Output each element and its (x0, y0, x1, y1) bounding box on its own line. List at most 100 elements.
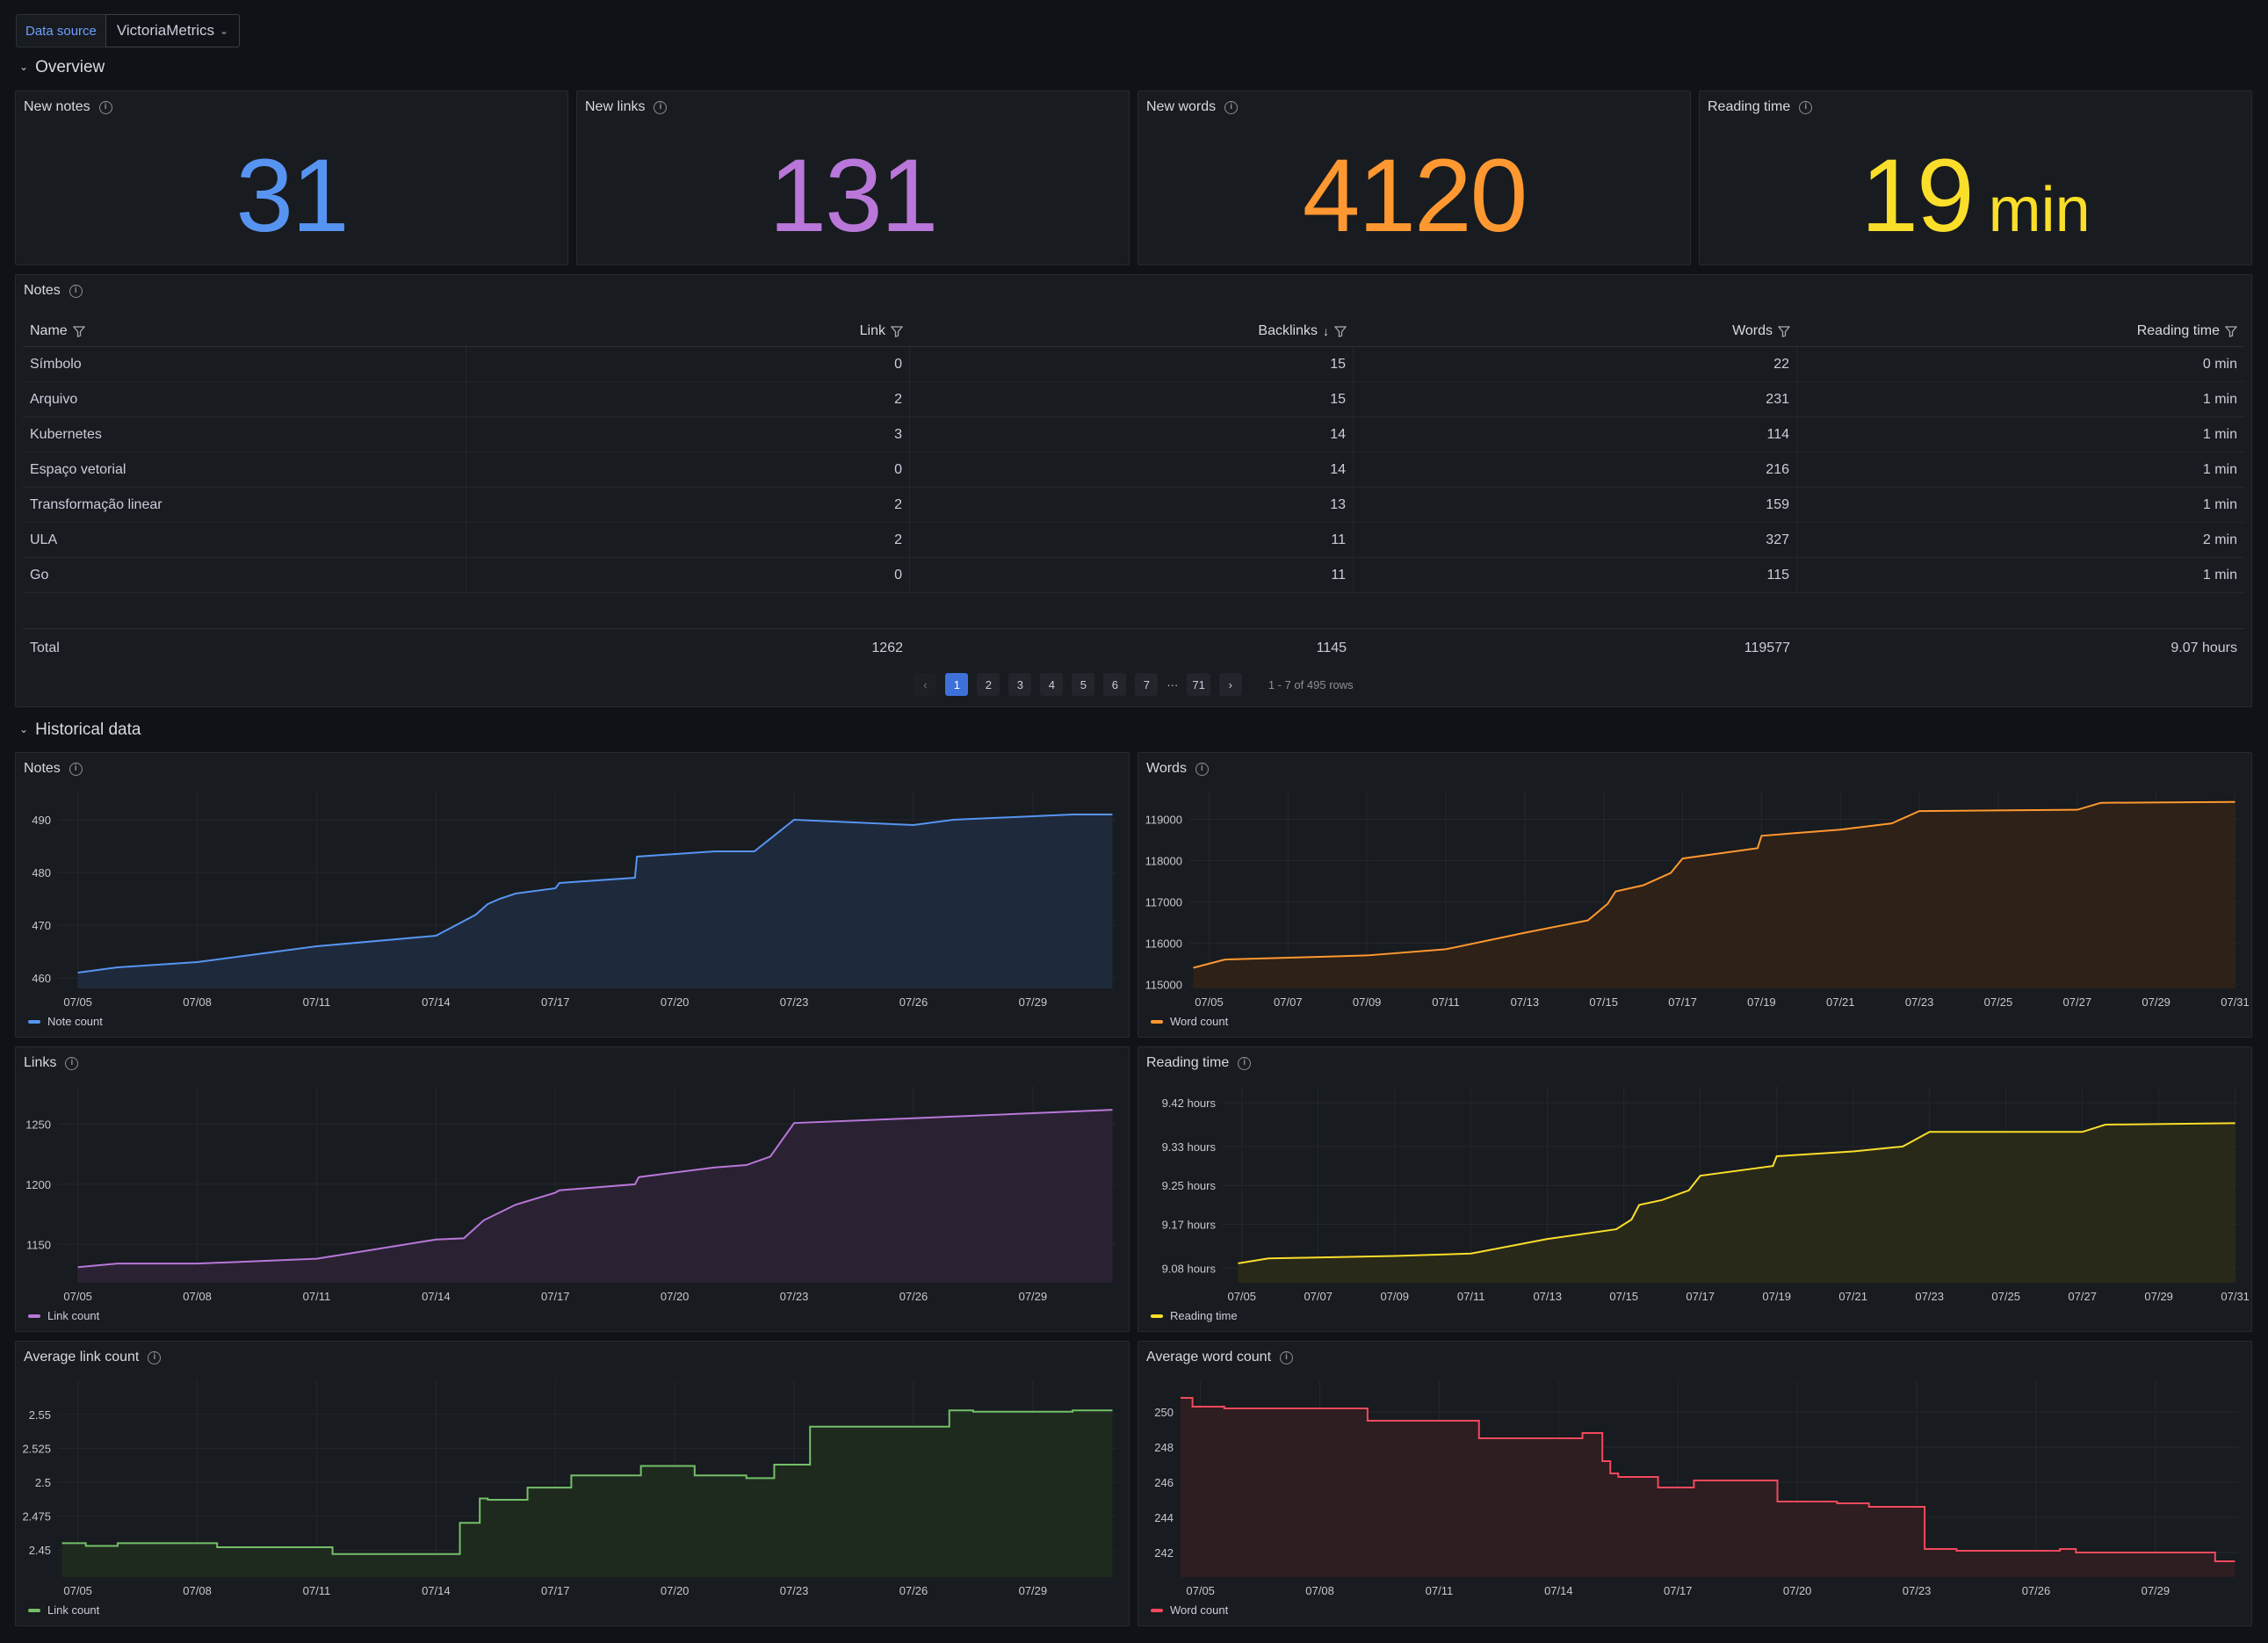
panel-title: Reading time (1708, 99, 1791, 114)
table-row: ULA 2 11 327 2 min (23, 523, 2244, 558)
row-historical[interactable]: ⌄ Historical data (19, 720, 141, 740)
page-button-7[interactable]: 7 (1135, 673, 1159, 696)
info-icon[interactable]: i (98, 100, 112, 114)
cell-words: 231 (1354, 382, 1797, 416)
column-header-reading-time[interactable]: Reading time (1797, 315, 2244, 346)
x-tick-label: 07/29 (2142, 1584, 2170, 1597)
info-icon[interactable]: i (1238, 1056, 1252, 1070)
stat-value: 4120 (1302, 138, 1528, 254)
series-line-words (1193, 800, 2235, 969)
page-button-71[interactable]: 71 (1187, 673, 1210, 696)
y-tick-label: 1150 (26, 1238, 51, 1251)
stat-panel-new-notes: New notes i 31 (15, 90, 568, 265)
next-page-button[interactable]: › (1218, 673, 1242, 696)
y-tick-label: 116000 (1145, 937, 1182, 950)
legend-swatch (1151, 1019, 1163, 1024)
y-tick-label: 9.33 hours (1162, 1140, 1217, 1154)
page-button-1[interactable]: 1 (945, 673, 969, 696)
stat-unit: min (1988, 175, 2091, 245)
info-icon[interactable]: i (1224, 100, 1239, 114)
x-tick-label: 07/11 (303, 1290, 331, 1303)
column-header-link[interactable]: Link (466, 315, 910, 346)
series-area-reading (1238, 1123, 2235, 1283)
info-icon[interactable]: i (1195, 762, 1209, 776)
row-historical-title: Historical data (35, 720, 141, 739)
table-row: Arquivo 2 15 231 1 min (23, 382, 2244, 417)
cell-name: Go (23, 558, 466, 592)
y-tick-label: 117000 (1145, 895, 1182, 908)
cell-backlinks: 13 (910, 488, 1354, 522)
column-header-words[interactable]: Words (1354, 315, 1797, 346)
legend-item[interactable]: Link count (28, 1603, 99, 1617)
y-tick-label: 1200 (25, 1178, 51, 1191)
series-line-notes (77, 814, 1113, 973)
chevron-down-icon: ⌄ (220, 25, 229, 37)
notes-table-panel: Notes i Name Link Backlinks ↓ Words Readin… (15, 274, 2252, 707)
legend-item[interactable]: Note count (28, 1015, 103, 1028)
total-backlinks: 1145 (1316, 640, 1347, 655)
x-tick-label: 07/31 (2221, 995, 2250, 1009)
x-tick-label: 07/05 (1195, 995, 1224, 1009)
page-button-2[interactable]: 2 (977, 673, 1000, 696)
chevron-down-icon: ⌄ (19, 723, 29, 735)
x-tick-label: 07/23 (1905, 995, 1934, 1009)
total-label: Total (30, 640, 60, 655)
chart-avgwords: 242 244 246 248 250 07/05 07/08 07/11 07/14 07/17… (1154, 1380, 2239, 1597)
column-header-name[interactable]: Name (23, 315, 466, 346)
cell-link: 2 (466, 523, 910, 557)
cell-words: 159 (1354, 488, 1797, 522)
row-overview[interactable]: ⌄ Overview (19, 58, 105, 77)
y-tick-label: 2.5 (35, 1476, 51, 1489)
legend-item[interactable]: Word count (1151, 1015, 1228, 1028)
x-tick-label: 07/21 (1838, 1290, 1867, 1303)
series-area-links (77, 1110, 1113, 1283)
filter-icon (1334, 325, 1347, 337)
y-tick-label: 1250 (25, 1118, 51, 1132)
info-icon[interactable]: i (69, 762, 83, 776)
table-row: Espaço vetorial 0 14 216 1 min (23, 452, 2244, 488)
row-overview-title: Overview (35, 58, 105, 76)
datasource-select[interactable]: VictoriaMetrics ⌄ (105, 14, 241, 47)
series-area-avgwords (1181, 1398, 2235, 1577)
x-tick-label: 07/20 (1783, 1584, 1812, 1597)
x-tick-label: 07/11 (303, 1584, 331, 1597)
page-button-3[interactable]: 3 (1008, 673, 1032, 696)
sort-descending-icon: ↓ (1323, 323, 1329, 338)
info-icon[interactable]: i (69, 284, 83, 298)
x-tick-label: 07/29 (2144, 1290, 2173, 1303)
cell-name: Transformação linear (23, 488, 466, 522)
chart-panel-reading-time: Reading time i 9.08 hours 9.17 hours 9.25 ho… (1138, 1046, 2252, 1332)
page-button-4[interactable]: 4 (1040, 673, 1064, 696)
info-icon[interactable]: i (148, 1350, 162, 1364)
page-button-6[interactable]: 6 (1103, 673, 1127, 696)
panel-title: Words (1146, 761, 1187, 776)
legend-label: Link count (47, 1309, 100, 1322)
x-tick-label: 07/20 (661, 1584, 690, 1597)
panel-title: Notes (24, 283, 61, 298)
page-button-5[interactable]: 5 (1072, 673, 1095, 696)
legend-swatch (1151, 1314, 1163, 1318)
cell-link: 0 (466, 347, 910, 381)
info-icon[interactable]: i (65, 1056, 79, 1070)
x-tick-label: 07/14 (422, 1290, 451, 1303)
info-icon[interactable]: i (1799, 100, 1813, 114)
column-header-backlinks[interactable]: Backlinks ↓ (910, 315, 1354, 346)
series-line-avgwords (1181, 1397, 2235, 1562)
stat-panel-new-words: New words i 4120 (1138, 90, 1691, 265)
chevron-down-icon: ⌄ (19, 61, 29, 73)
legend-swatch (28, 1608, 40, 1612)
pagination-info: 1 - 7 of 495 rows (1268, 677, 1354, 691)
info-icon[interactable]: i (654, 100, 668, 114)
series-line-avglinks (61, 1409, 1113, 1555)
x-tick-label: 07/23 (780, 1584, 809, 1597)
legend-item[interactable]: Link count (28, 1309, 99, 1322)
x-tick-label: 07/26 (899, 1290, 928, 1303)
x-tick-label: 07/11 (1457, 1290, 1485, 1303)
legend-item[interactable]: Reading time (1151, 1309, 1238, 1322)
cell-backlinks: 14 (910, 417, 1354, 452)
legend-item[interactable]: Word count (1151, 1603, 1228, 1617)
x-tick-label: 07/11 (1426, 1584, 1454, 1597)
info-icon[interactable]: i (1280, 1350, 1294, 1364)
prev-page-button[interactable]: ‹ (914, 673, 937, 696)
legend-swatch (28, 1314, 40, 1318)
